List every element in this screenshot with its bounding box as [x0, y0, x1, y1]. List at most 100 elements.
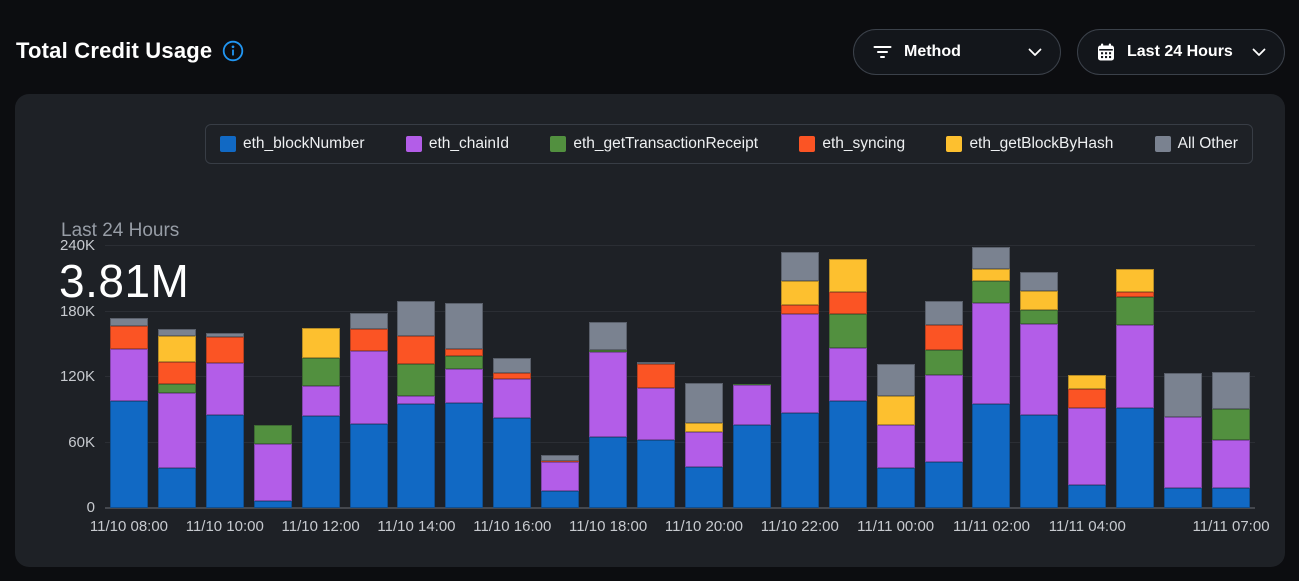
bar-segment-eth-blocknumber[interactable]: [541, 490, 580, 508]
bar-segment-all-other[interactable]: [637, 361, 676, 364]
bar-segment-eth-chainid[interactable]: [1164, 417, 1203, 489]
bar-11-10-23-00[interactable]: [828, 259, 867, 508]
legend-item-eth-getblockbyhash[interactable]: eth_getBlockByHash: [946, 135, 1113, 153]
bar-segment-all-other[interactable]: [589, 322, 628, 350]
bar-11-11-02-00[interactable]: [972, 247, 1011, 508]
bar-segment-eth-blocknumber[interactable]: [397, 404, 436, 508]
bar-segment-eth-getblockbyhash[interactable]: [972, 268, 1011, 281]
bar-segment-eth-blocknumber[interactable]: [301, 416, 340, 508]
bar-segment-eth-blocknumber[interactable]: [157, 467, 196, 508]
bar-11-11-01-00[interactable]: [924, 300, 963, 508]
bar-segment-all-other[interactable]: [205, 333, 244, 337]
bar-segment-eth-syncing[interactable]: [924, 324, 963, 350]
bar-segment-eth-blocknumber[interactable]: [1020, 415, 1059, 508]
bar-11-10-20-00[interactable]: [684, 382, 723, 508]
bar-segment-eth-syncing[interactable]: [109, 325, 148, 349]
bar-segment-eth-blocknumber[interactable]: [109, 401, 148, 508]
bar-segment-all-other[interactable]: [493, 358, 532, 373]
bar-segment-eth-gettransactionreceipt[interactable]: [445, 356, 484, 370]
bar-segment-eth-blocknumber[interactable]: [493, 418, 532, 508]
bar-segment-eth-chainid[interactable]: [1212, 440, 1251, 489]
bar-segment-eth-chainid[interactable]: [972, 302, 1011, 405]
bar-segment-eth-chainid[interactable]: [157, 393, 196, 468]
bar-segment-eth-blocknumber[interactable]: [253, 501, 292, 508]
bar-segment-eth-chainid[interactable]: [589, 351, 628, 438]
bar-segment-eth-blocknumber[interactable]: [1212, 488, 1251, 508]
legend-item-eth-chainid[interactable]: eth_chainId: [405, 135, 509, 153]
bar-segment-eth-chainid[interactable]: [732, 384, 771, 426]
bar-segment-eth-blocknumber[interactable]: [205, 415, 244, 508]
bar-segment-eth-syncing[interactable]: [828, 291, 867, 314]
bar-segment-eth-gettransactionreceipt[interactable]: [397, 363, 436, 396]
legend-item-eth-gettransactionreceipt[interactable]: eth_getTransactionReceipt: [550, 135, 758, 153]
bar-11-11-00-00[interactable]: [876, 363, 915, 508]
bar-11-10-17-00[interactable]: [541, 454, 580, 508]
bar-segment-eth-gettransactionreceipt[interactable]: [157, 383, 196, 394]
bar-segment-all-other[interactable]: [397, 300, 436, 336]
bar-segment-eth-blocknumber[interactable]: [1068, 485, 1107, 508]
bar-segment-eth-chainid[interactable]: [397, 395, 436, 405]
bar-11-10-11-00[interactable]: [253, 425, 292, 508]
bar-11-10-09-00[interactable]: [157, 329, 196, 508]
bar-segment-eth-syncing[interactable]: [1068, 389, 1107, 408]
bar-11-10-15-00[interactable]: [445, 302, 484, 508]
bar-segment-eth-getblockbyhash[interactable]: [1068, 374, 1107, 390]
bar-segment-eth-syncing[interactable]: [1116, 291, 1155, 298]
time-range-dropdown[interactable]: Last 24 Hours: [1077, 29, 1285, 75]
bar-segment-eth-getblockbyhash[interactable]: [157, 335, 196, 362]
bar-segment-eth-syncing[interactable]: [157, 361, 196, 384]
bar-segment-eth-syncing[interactable]: [349, 328, 388, 351]
bar-segment-eth-blocknumber[interactable]: [445, 403, 484, 508]
bar-segment-eth-chainid[interactable]: [1068, 407, 1107, 486]
bar-segment-eth-blocknumber[interactable]: [349, 423, 388, 508]
bar-segment-eth-chainid[interactable]: [1116, 324, 1155, 408]
bar-segment-eth-chainid[interactable]: [924, 374, 963, 463]
bar-segment-eth-gettransactionreceipt[interactable]: [732, 383, 771, 385]
info-icon[interactable]: [222, 40, 244, 62]
bar-segment-eth-chainid[interactable]: [684, 431, 723, 467]
bar-segment-eth-blocknumber[interactable]: [876, 467, 915, 508]
bar-segment-eth-blocknumber[interactable]: [1164, 488, 1203, 508]
bar-segment-eth-syncing[interactable]: [397, 335, 436, 364]
bar-segment-eth-chainid[interactable]: [828, 347, 867, 402]
bar-segment-eth-syncing[interactable]: [205, 336, 244, 363]
bar-11-10-16-00[interactable]: [493, 358, 532, 508]
bar-segment-all-other[interactable]: [1020, 272, 1059, 291]
bar-segment-eth-blocknumber[interactable]: [780, 413, 819, 508]
bar-segment-eth-gettransactionreceipt[interactable]: [972, 280, 1011, 303]
bar-segment-eth-gettransactionreceipt[interactable]: [1116, 297, 1155, 325]
bar-segment-eth-getblockbyhash[interactable]: [876, 395, 915, 426]
bar-segment-eth-chainid[interactable]: [1020, 323, 1059, 416]
bar-segment-eth-gettransactionreceipt[interactable]: [1020, 310, 1059, 324]
bar-segment-eth-chainid[interactable]: [493, 379, 532, 419]
bar-segment-eth-chainid[interactable]: [349, 350, 388, 424]
bar-segment-eth-blocknumber[interactable]: [924, 462, 963, 508]
bar-11-11-04-00[interactable]: [1068, 374, 1107, 508]
bar-segment-eth-getblockbyhash[interactable]: [828, 259, 867, 292]
bar-segment-all-other[interactable]: [876, 363, 915, 396]
bar-segment-all-other[interactable]: [780, 251, 819, 281]
bar-segment-eth-blocknumber[interactable]: [732, 425, 771, 508]
bar-segment-all-other[interactable]: [445, 302, 484, 349]
bar-11-11-07-00[interactable]: [1212, 371, 1251, 508]
bar-segment-all-other[interactable]: [924, 300, 963, 325]
bar-segment-eth-syncing[interactable]: [445, 348, 484, 357]
bar-11-10-21-00[interactable]: [732, 383, 771, 508]
bar-segment-eth-chainid[interactable]: [541, 462, 580, 491]
bar-segment-eth-blocknumber[interactable]: [972, 404, 1011, 508]
bar-11-10-18-00[interactable]: [589, 322, 628, 508]
bar-segment-eth-syncing[interactable]: [637, 363, 676, 388]
bar-11-11-05-00[interactable]: [1116, 268, 1155, 508]
bar-segment-eth-gettransactionreceipt[interactable]: [589, 349, 628, 352]
bar-segment-all-other[interactable]: [541, 454, 580, 462]
bar-segment-eth-blocknumber[interactable]: [637, 440, 676, 508]
bar-segment-eth-syncing[interactable]: [780, 304, 819, 314]
bar-segment-all-other[interactable]: [109, 318, 148, 326]
bar-11-11-06-00[interactable]: [1164, 372, 1203, 508]
bar-segment-eth-getblockbyhash[interactable]: [780, 280, 819, 305]
bar-segment-eth-syncing[interactable]: [493, 372, 532, 380]
bar-segment-all-other[interactable]: [157, 329, 196, 336]
bar-11-10-08-00[interactable]: [109, 318, 148, 508]
method-filter-dropdown[interactable]: Method: [853, 29, 1061, 75]
bar-segment-eth-chainid[interactable]: [109, 348, 148, 402]
